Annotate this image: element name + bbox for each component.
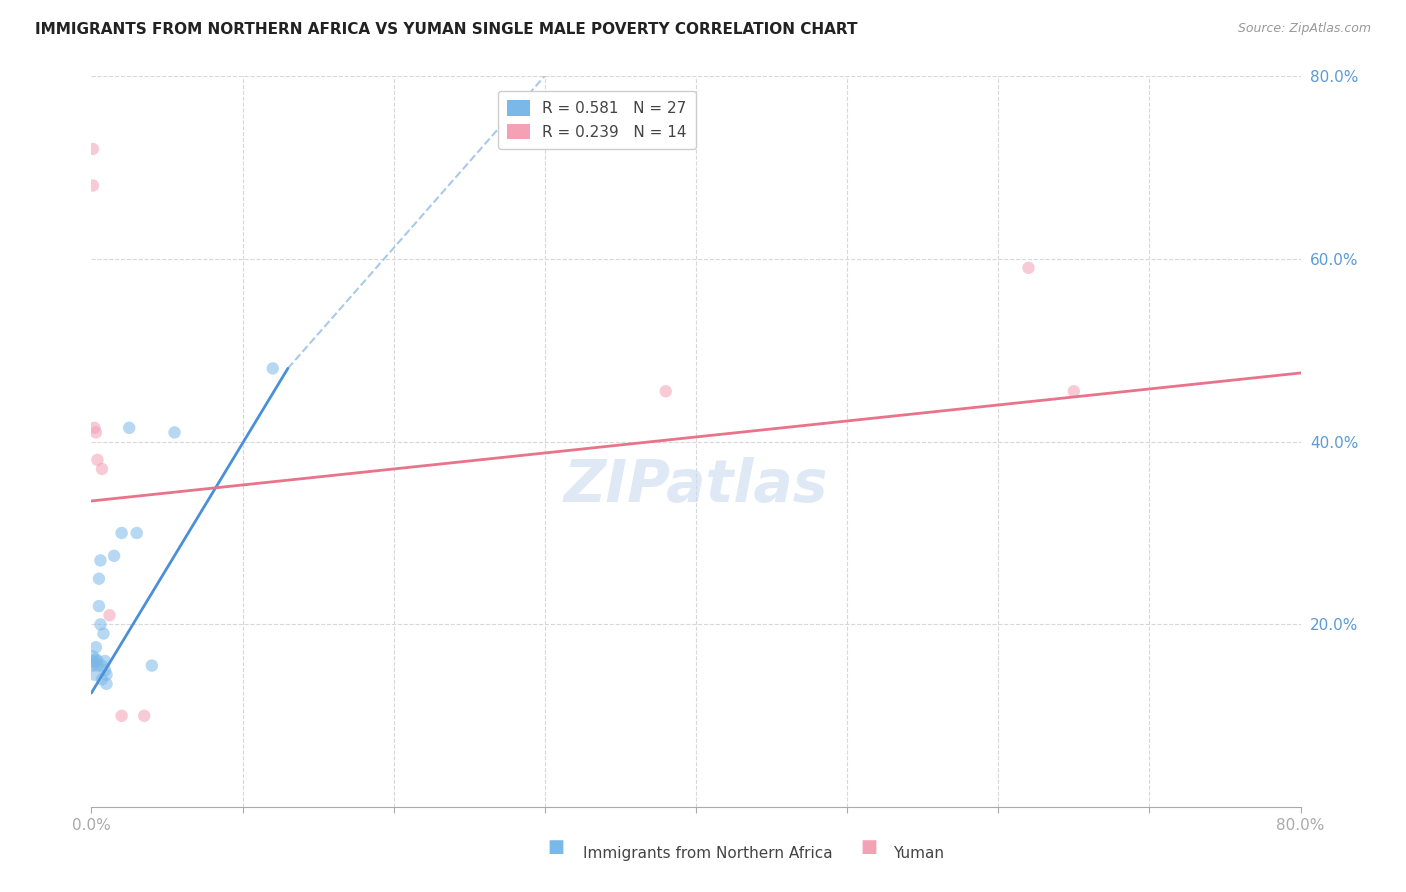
Point bbox=[89, 617, 111, 632]
Point bbox=[91, 673, 114, 687]
Point bbox=[654, 384, 676, 399]
Point bbox=[91, 462, 114, 476]
Point bbox=[94, 654, 117, 668]
Point bbox=[125, 526, 148, 541]
Text: ZIPatlas: ZIPatlas bbox=[564, 457, 828, 514]
Point bbox=[111, 708, 132, 723]
Text: ■: ■ bbox=[860, 838, 877, 856]
Point bbox=[82, 142, 104, 156]
Text: ■: ■ bbox=[547, 838, 564, 856]
Point bbox=[82, 654, 104, 668]
Point bbox=[91, 658, 114, 673]
Point bbox=[163, 425, 186, 440]
Text: Yuman: Yuman bbox=[893, 846, 943, 861]
Point bbox=[141, 658, 163, 673]
Point bbox=[134, 708, 156, 723]
Point bbox=[86, 453, 108, 467]
Point bbox=[87, 572, 110, 586]
Point bbox=[94, 663, 117, 677]
Point bbox=[111, 526, 132, 541]
Point bbox=[84, 425, 107, 440]
Point bbox=[83, 667, 105, 681]
Point bbox=[96, 667, 118, 681]
Text: Source: ZipAtlas.com: Source: ZipAtlas.com bbox=[1237, 22, 1371, 36]
Point bbox=[93, 626, 115, 640]
Point bbox=[96, 677, 118, 691]
Point bbox=[82, 178, 104, 193]
Point bbox=[84, 640, 107, 655]
Point bbox=[1063, 384, 1085, 399]
Point bbox=[89, 553, 111, 567]
Point bbox=[84, 652, 107, 666]
Point bbox=[82, 649, 104, 664]
Point bbox=[262, 361, 284, 376]
Point bbox=[98, 608, 121, 623]
Point bbox=[1018, 260, 1040, 275]
Point bbox=[83, 421, 105, 435]
Point bbox=[118, 421, 141, 435]
Point bbox=[103, 549, 125, 563]
Point bbox=[87, 599, 110, 614]
Text: Immigrants from Northern Africa: Immigrants from Northern Africa bbox=[583, 846, 834, 861]
Point bbox=[86, 654, 108, 668]
Point bbox=[82, 658, 104, 673]
Legend: R = 0.581   N = 27, R = 0.239   N = 14: R = 0.581 N = 27, R = 0.239 N = 14 bbox=[498, 91, 696, 149]
Text: IMMIGRANTS FROM NORTHERN AFRICA VS YUMAN SINGLE MALE POVERTY CORRELATION CHART: IMMIGRANTS FROM NORTHERN AFRICA VS YUMAN… bbox=[35, 22, 858, 37]
Point bbox=[83, 656, 105, 670]
Point bbox=[86, 658, 108, 673]
